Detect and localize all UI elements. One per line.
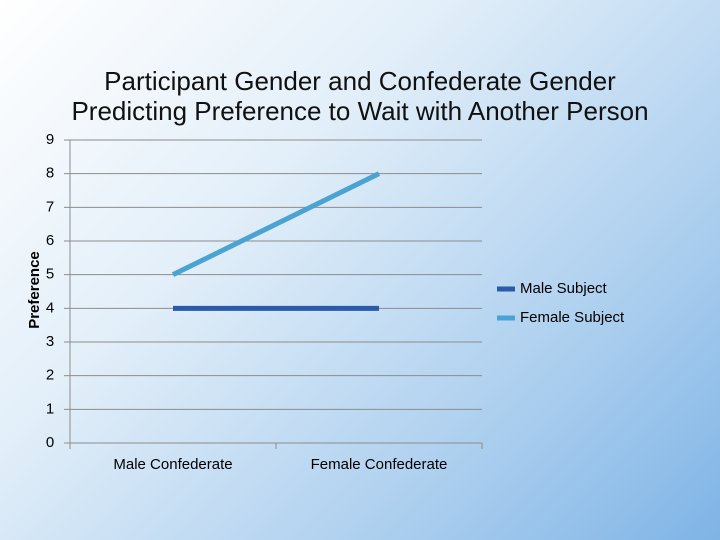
y-tick-label: 6 bbox=[46, 232, 54, 249]
chart-title: Participant Gender and Confederate Gende… bbox=[71, 66, 649, 126]
y-tick-label: 9 bbox=[46, 131, 54, 148]
series-line bbox=[171, 171, 381, 277]
y-tick-label: 1 bbox=[46, 400, 54, 417]
y-tick-label: 7 bbox=[46, 198, 54, 215]
legend-label: Female Subject bbox=[520, 309, 625, 326]
y-tick-label: 5 bbox=[46, 266, 54, 283]
y-tick-label: 0 bbox=[46, 434, 54, 451]
y-tick-label: 2 bbox=[46, 367, 54, 384]
y-tick-label: 8 bbox=[46, 165, 54, 182]
y-axis-label: Preference bbox=[26, 251, 43, 329]
y-tick-label: 3 bbox=[46, 333, 54, 350]
x-tick-label: Male Confederate bbox=[113, 456, 232, 473]
x-tick-label: Female Confederate bbox=[311, 456, 448, 473]
y-tick-label: 4 bbox=[46, 299, 54, 316]
legend-label: Male Subject bbox=[520, 280, 608, 297]
